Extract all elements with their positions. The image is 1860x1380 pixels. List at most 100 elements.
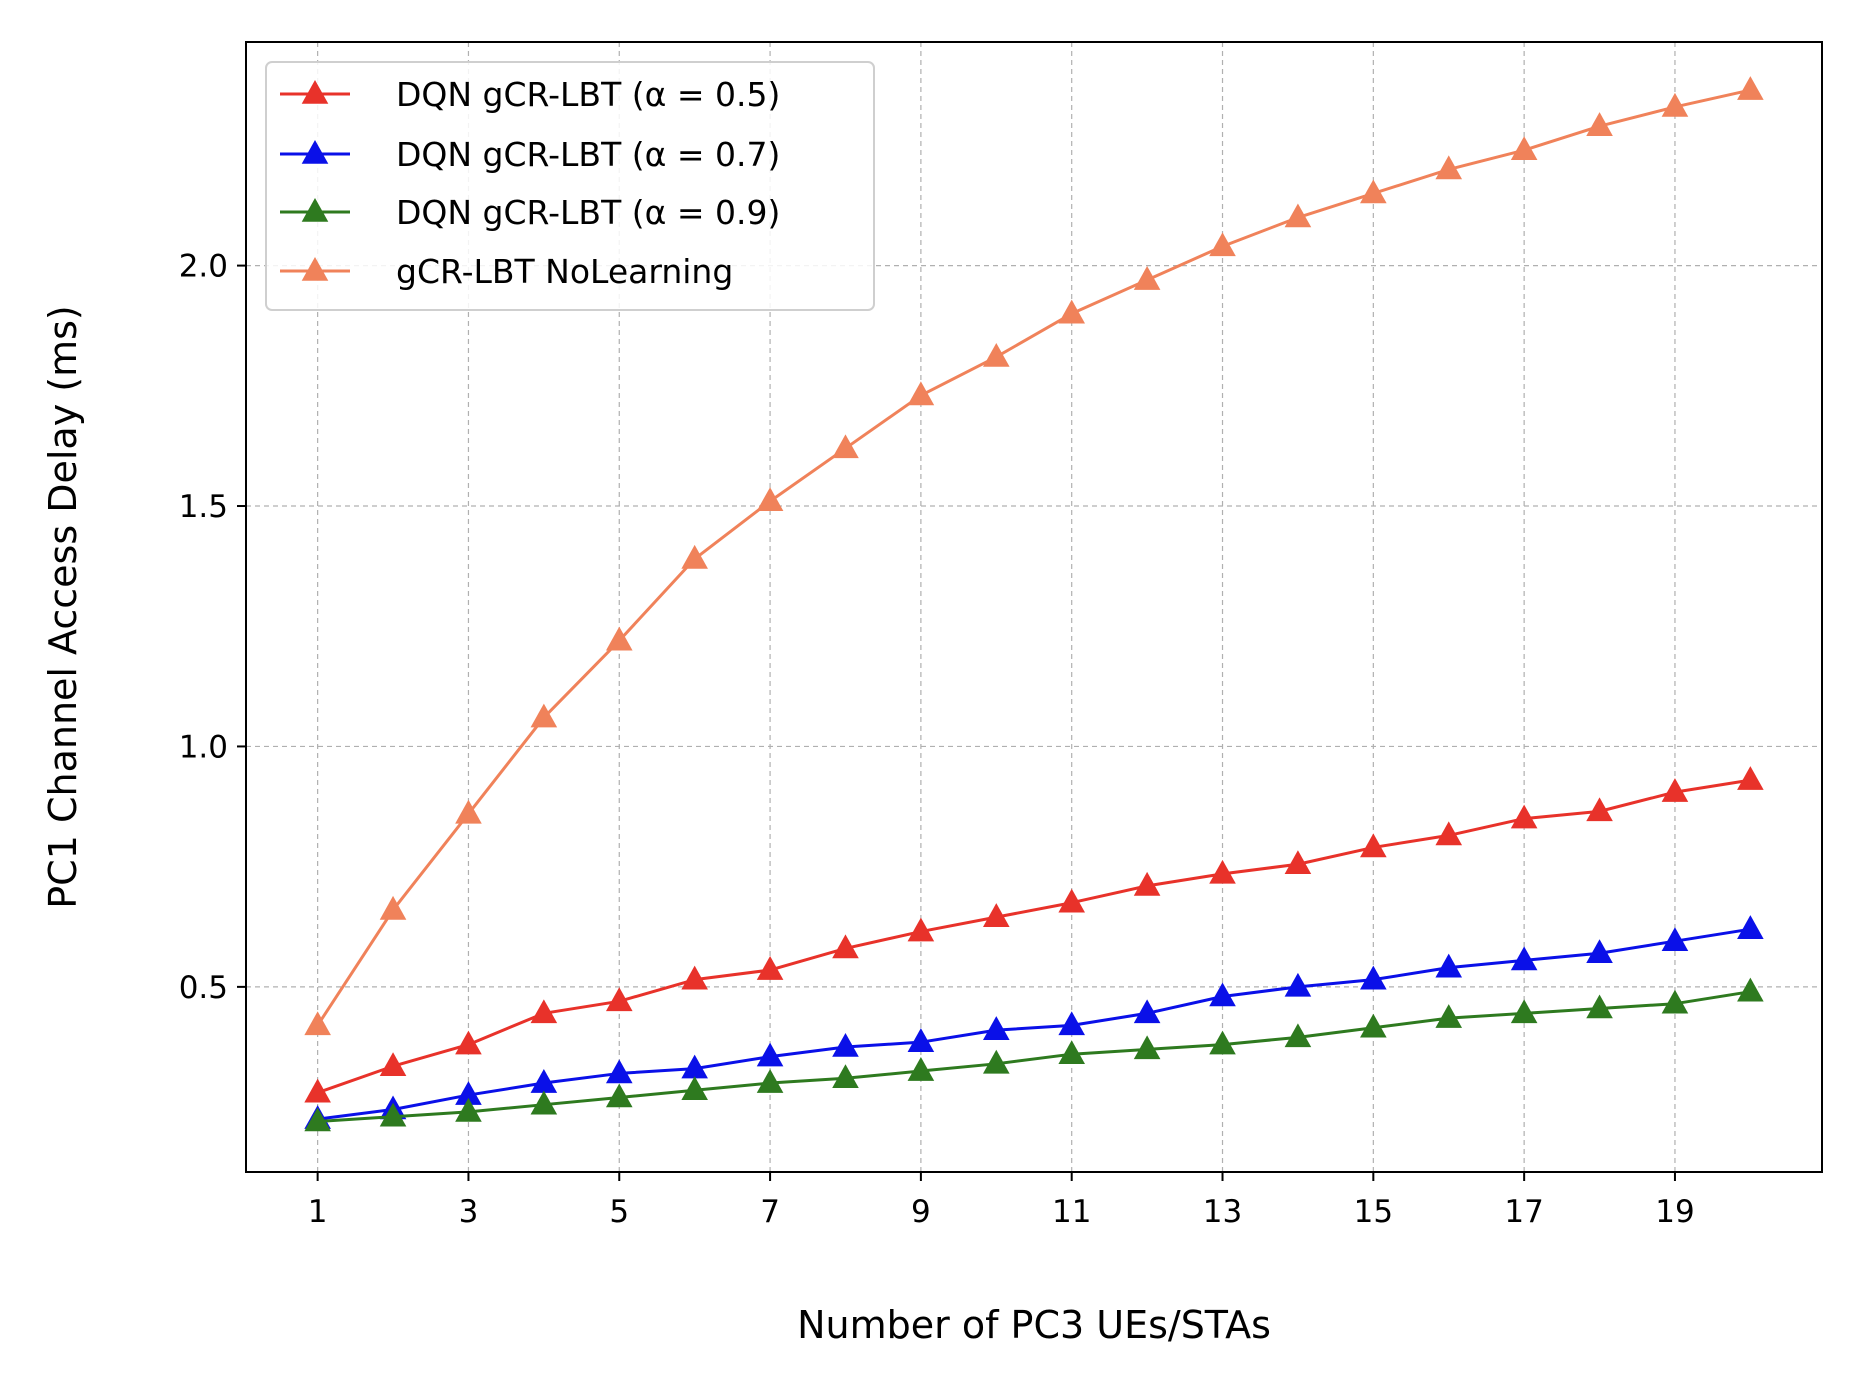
data-point <box>681 965 708 990</box>
data-point <box>1510 946 1538 971</box>
legend-label: DQN gCR-LBT (α = 0.9) <box>396 193 780 232</box>
data-point <box>530 1069 558 1093</box>
data-point <box>1586 112 1613 136</box>
data-point <box>1586 994 1613 1019</box>
data-point <box>1661 92 1689 117</box>
data-point <box>1360 965 1387 990</box>
data-point <box>455 1030 482 1055</box>
data-point <box>1209 232 1236 257</box>
data-point <box>1661 989 1689 1014</box>
data-point <box>304 1011 331 1036</box>
y-axis-label: PC1 Channel Access Delay (ms) <box>41 305 85 908</box>
x-tick-label: 19 <box>1655 1194 1694 1230</box>
data-point <box>982 1016 1010 1040</box>
legend-swatch-marker <box>301 80 329 104</box>
data-point <box>455 1081 482 1105</box>
data-point <box>379 1102 407 1127</box>
data-point <box>681 1054 708 1079</box>
data-point <box>1284 850 1312 875</box>
data-point <box>1058 1040 1086 1064</box>
y-axis: 0.5 1.0 1.5 2.0 <box>179 249 246 1006</box>
series-layer <box>304 76 1764 1132</box>
y-tick-label: 2.0 <box>179 249 228 285</box>
plot-frame <box>245 41 1823 1173</box>
data-point <box>907 917 935 942</box>
data-point <box>1737 766 1764 790</box>
x-tick-label: 5 <box>609 1194 629 1230</box>
data-point <box>1737 977 1764 1002</box>
x-tick-label: 1 <box>308 1194 328 1230</box>
data-point <box>1133 1035 1161 1060</box>
data-point <box>832 1064 859 1089</box>
x-tick-label: 17 <box>1504 1194 1543 1230</box>
data-point <box>1284 203 1312 228</box>
series-line <box>317 927 1751 1121</box>
data-point <box>1586 939 1613 964</box>
data-point <box>1284 1023 1312 1048</box>
series-line <box>317 778 1751 1095</box>
legend-label: gCR-LBT NoLearning <box>396 252 733 291</box>
legend-box <box>265 61 875 311</box>
data-point <box>1661 927 1689 951</box>
legend-item: DQN gCR-LBT (α = 0.9) <box>280 193 780 232</box>
data-point <box>982 903 1010 927</box>
data-point <box>907 1028 935 1052</box>
legend: DQN gCR-LBT (α = 0.5) DQN gCR-LBT (α = 0.… <box>265 61 875 311</box>
data-point <box>1661 778 1689 802</box>
legend-label: DQN gCR-LBT (α = 0.5) <box>396 75 780 114</box>
data-point <box>605 1083 633 1108</box>
data-point <box>1360 1013 1387 1038</box>
data-point <box>1737 915 1764 939</box>
data-point <box>530 999 558 1024</box>
data-point <box>1435 1004 1463 1028</box>
data-point <box>1209 982 1236 1007</box>
legend-label: DQN gCR-LBT (α = 0.7) <box>396 135 780 174</box>
x-tick-label: 7 <box>760 1194 780 1230</box>
data-point <box>1586 797 1613 822</box>
data-point <box>982 1049 1010 1074</box>
x-tick-label: 9 <box>911 1194 931 1230</box>
y-tick-label: 1.0 <box>179 729 228 765</box>
x-axis-label: Number of PC3 UEs/STAs <box>797 1303 1271 1347</box>
series-line <box>317 990 1751 1124</box>
data-point <box>1058 888 1086 913</box>
data-point <box>1209 1030 1236 1055</box>
series-3 <box>304 977 1764 1132</box>
data-point <box>1133 266 1161 290</box>
data-point <box>1737 76 1764 100</box>
data-point <box>304 1078 331 1103</box>
data-point <box>681 544 708 569</box>
data-point <box>455 1097 482 1122</box>
data-point <box>756 956 784 980</box>
x-tick-label: 3 <box>459 1194 479 1230</box>
data-point <box>832 1032 859 1057</box>
data-point <box>455 799 482 824</box>
data-point <box>1133 871 1161 896</box>
data-point <box>379 895 407 920</box>
y-tick-label: 1.5 <box>179 489 228 525</box>
y-tick-label: 0.5 <box>179 970 228 1006</box>
legend-item: DQN gCR-LBT (α = 0.7) <box>280 135 780 174</box>
series-1 <box>304 766 1764 1103</box>
series-4 <box>304 76 1764 1036</box>
data-point <box>1510 999 1538 1024</box>
data-point <box>832 434 859 459</box>
x-tick-label: 15 <box>1354 1194 1393 1230</box>
data-point <box>1058 299 1086 324</box>
data-point <box>605 1059 633 1084</box>
data-point <box>1360 833 1387 858</box>
legend-swatch-marker <box>301 257 329 281</box>
data-point <box>1510 804 1538 829</box>
data-point <box>1510 136 1538 160</box>
data-point <box>530 703 558 728</box>
data-point <box>756 487 784 512</box>
data-point <box>379 1052 407 1077</box>
x-tick-label: 13 <box>1203 1194 1242 1230</box>
series-2 <box>304 915 1764 1129</box>
legend-swatch-marker <box>301 198 329 222</box>
data-point <box>1133 999 1161 1024</box>
data-point <box>756 1042 784 1067</box>
x-axis: 1 3 5 7 9 11 13 15 17 19 <box>308 1172 1695 1230</box>
legend-item: gCR-LBT NoLearning <box>280 252 733 291</box>
